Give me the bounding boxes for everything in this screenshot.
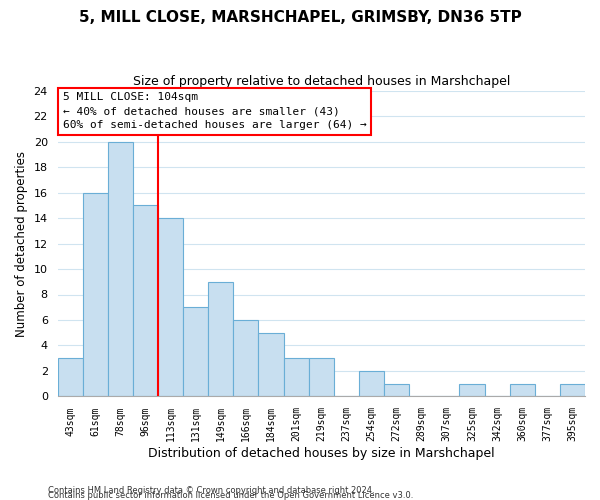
Text: Contains HM Land Registry data © Crown copyright and database right 2024.: Contains HM Land Registry data © Crown c…: [48, 486, 374, 495]
Bar: [560, 384, 585, 396]
Bar: [259, 332, 284, 396]
Bar: [284, 358, 309, 397]
Bar: [359, 371, 384, 396]
Bar: [460, 384, 485, 396]
Bar: [309, 358, 334, 397]
Y-axis label: Number of detached properties: Number of detached properties: [15, 150, 28, 336]
Title: Size of property relative to detached houses in Marshchapel: Size of property relative to detached ho…: [133, 75, 510, 88]
Bar: [133, 206, 158, 396]
Bar: [83, 192, 108, 396]
Bar: [183, 307, 208, 396]
Bar: [384, 384, 409, 396]
Text: 5 MILL CLOSE: 104sqm
← 40% of detached houses are smaller (43)
60% of semi-detac: 5 MILL CLOSE: 104sqm ← 40% of detached h…: [63, 92, 367, 130]
Bar: [108, 142, 133, 396]
Bar: [158, 218, 183, 396]
X-axis label: Distribution of detached houses by size in Marshchapel: Distribution of detached houses by size …: [148, 447, 494, 460]
Bar: [58, 358, 83, 397]
Text: Contains public sector information licensed under the Open Government Licence v3: Contains public sector information licen…: [48, 491, 413, 500]
Bar: [509, 384, 535, 396]
Bar: [208, 282, 233, 397]
Text: 5, MILL CLOSE, MARSHCHAPEL, GRIMSBY, DN36 5TP: 5, MILL CLOSE, MARSHCHAPEL, GRIMSBY, DN3…: [79, 10, 521, 25]
Bar: [233, 320, 259, 396]
